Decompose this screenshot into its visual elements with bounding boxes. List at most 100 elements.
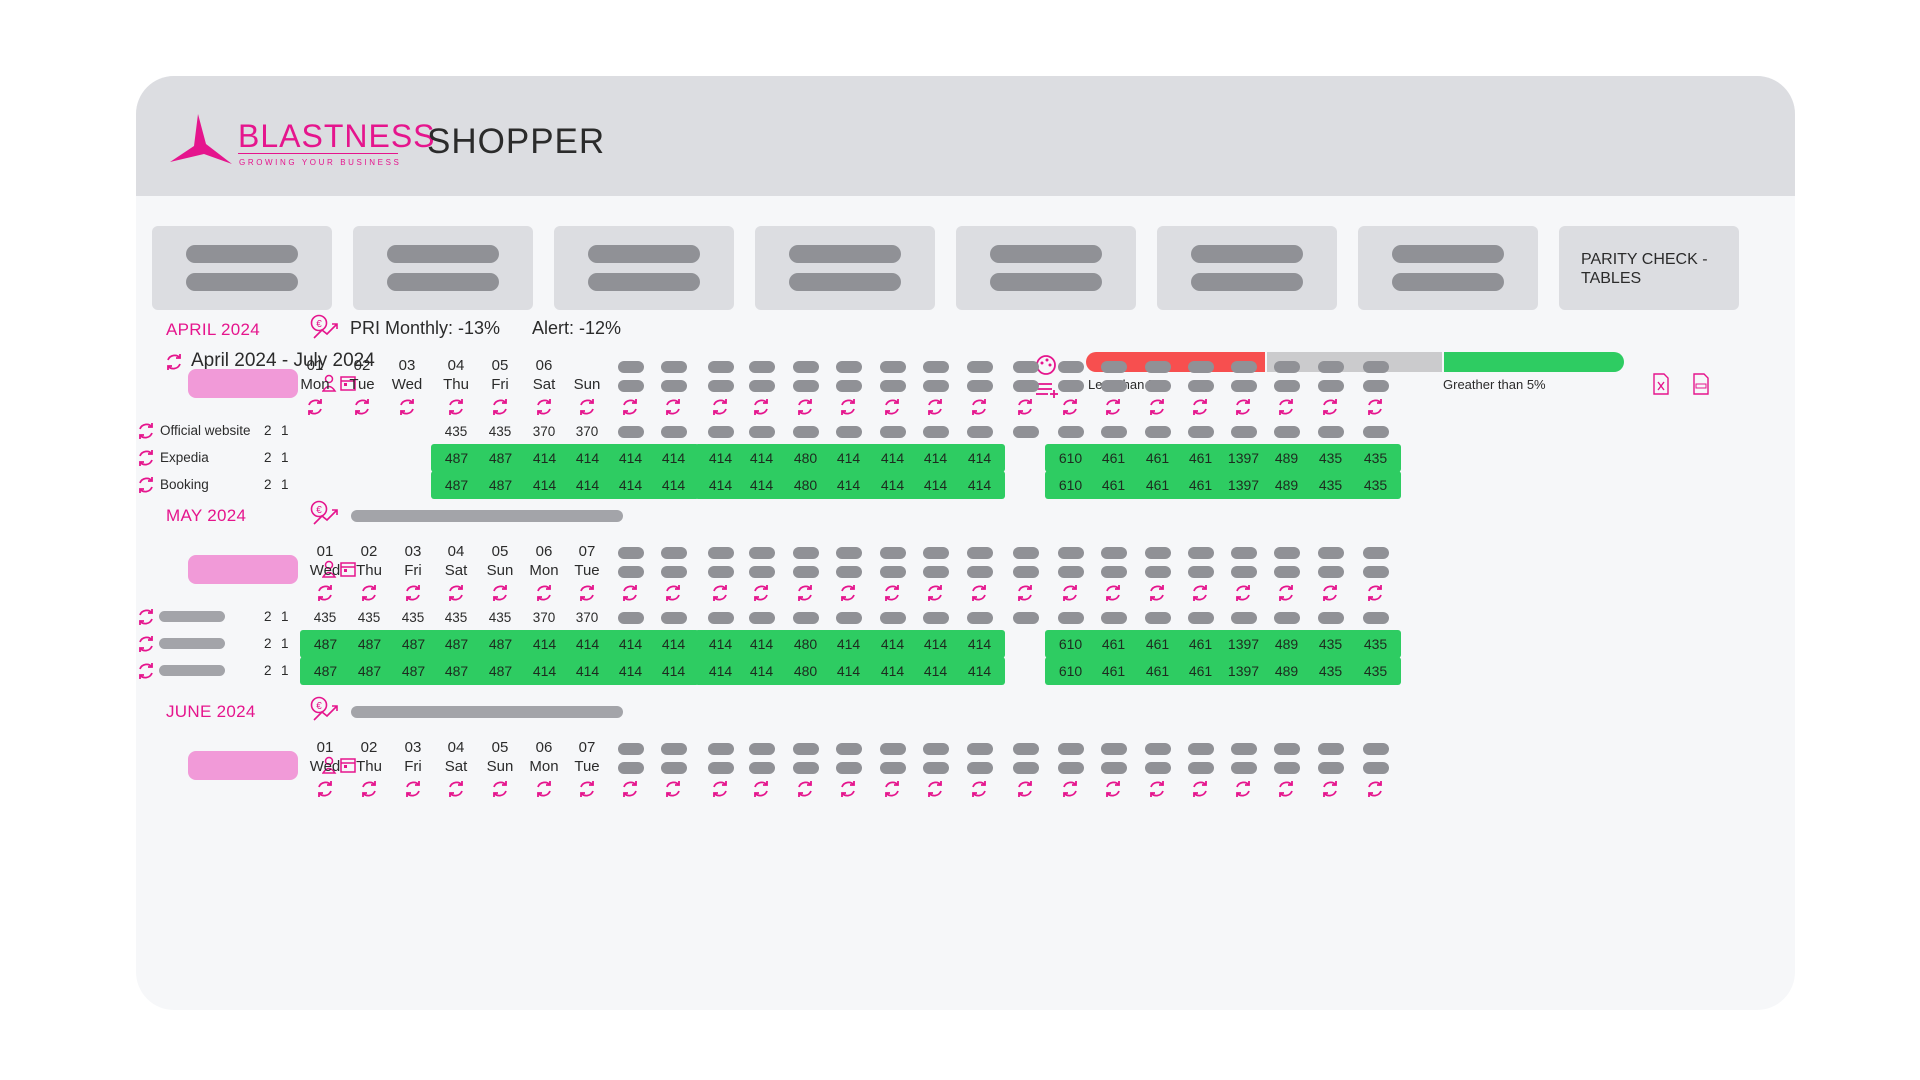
euro-trend-icon[interactable]: € bbox=[310, 314, 340, 340]
rate-cell[interactable]: 480 bbox=[780, 657, 831, 685]
rate-cell[interactable]: 461 bbox=[1175, 471, 1226, 499]
rate-cell[interactable]: 487 bbox=[300, 630, 351, 658]
day-refresh-icon[interactable] bbox=[1233, 583, 1253, 603]
day-refresh-icon[interactable] bbox=[838, 779, 858, 799]
day-refresh-icon[interactable] bbox=[1103, 583, 1123, 603]
day-refresh-icon[interactable] bbox=[352, 397, 372, 417]
rate-cell[interactable]: 435 bbox=[1350, 657, 1401, 685]
rate-cell[interactable]: 414 bbox=[867, 657, 918, 685]
day-refresh-icon[interactable] bbox=[795, 397, 815, 417]
ota-refresh-icon[interactable] bbox=[136, 421, 156, 441]
day-refresh-icon[interactable] bbox=[620, 397, 640, 417]
day-refresh-icon[interactable] bbox=[795, 583, 815, 603]
rate-cell[interactable]: 461 bbox=[1088, 630, 1139, 658]
day-refresh-icon[interactable] bbox=[969, 397, 989, 417]
day-refresh-icon[interactable] bbox=[1233, 397, 1253, 417]
rate-cell[interactable]: 414 bbox=[736, 471, 787, 499]
day-refresh-icon[interactable] bbox=[1015, 779, 1035, 799]
rate-cell[interactable]: 414 bbox=[648, 630, 699, 658]
day-refresh-icon[interactable] bbox=[1365, 583, 1385, 603]
day-refresh-icon[interactable] bbox=[710, 397, 730, 417]
day-refresh-icon[interactable] bbox=[925, 583, 945, 603]
day-refresh-icon[interactable] bbox=[663, 779, 683, 799]
day-refresh-icon[interactable] bbox=[1015, 583, 1035, 603]
day-refresh-icon[interactable] bbox=[663, 583, 683, 603]
day-refresh-icon[interactable] bbox=[969, 779, 989, 799]
tab-parity-check-tables[interactable]: PARITY CHECK - TABLES bbox=[1559, 226, 1739, 310]
rate-cell[interactable]: 610 bbox=[1045, 471, 1096, 499]
day-refresh-icon[interactable] bbox=[403, 583, 423, 603]
user-calendar-icon[interactable] bbox=[322, 756, 358, 774]
room-filter-pill[interactable] bbox=[188, 555, 298, 584]
day-refresh-icon[interactable] bbox=[1147, 779, 1167, 799]
rate-cell[interactable]: 414 bbox=[954, 444, 1005, 472]
tab-1[interactable] bbox=[152, 226, 332, 310]
rate-cell[interactable]: 435 bbox=[1305, 471, 1356, 499]
day-refresh-icon[interactable] bbox=[1365, 779, 1385, 799]
day-refresh-icon[interactable] bbox=[882, 779, 902, 799]
palette-icon[interactable] bbox=[1034, 354, 1060, 400]
rate-cell[interactable]: 1397 bbox=[1218, 444, 1269, 472]
rate-cell[interactable]: 489 bbox=[1261, 471, 1312, 499]
day-refresh-icon[interactable] bbox=[1190, 397, 1210, 417]
day-refresh-icon[interactable] bbox=[751, 397, 771, 417]
rate-cell[interactable]: 414 bbox=[954, 657, 1005, 685]
rate-cell[interactable]: 435 bbox=[1305, 630, 1356, 658]
tab-3[interactable] bbox=[554, 226, 734, 310]
rate-cell[interactable]: 414 bbox=[562, 444, 613, 472]
tab-7[interactable] bbox=[1358, 226, 1538, 310]
day-refresh-icon[interactable] bbox=[620, 583, 640, 603]
day-refresh-icon[interactable] bbox=[1060, 779, 1080, 799]
rate-cell[interactable]: 414 bbox=[519, 630, 570, 658]
day-refresh-icon[interactable] bbox=[969, 583, 989, 603]
day-refresh-icon[interactable] bbox=[925, 779, 945, 799]
user-calendar-icon[interactable] bbox=[322, 560, 358, 578]
day-refresh-icon[interactable] bbox=[305, 397, 325, 417]
rate-cell[interactable]: 414 bbox=[736, 444, 787, 472]
rate-cell[interactable]: 414 bbox=[519, 471, 570, 499]
day-refresh-icon[interactable] bbox=[1060, 583, 1080, 603]
room-filter-pill[interactable] bbox=[188, 751, 298, 780]
day-refresh-icon[interactable] bbox=[534, 397, 554, 417]
day-refresh-icon[interactable] bbox=[1015, 397, 1035, 417]
day-refresh-icon[interactable] bbox=[1190, 779, 1210, 799]
day-refresh-icon[interactable] bbox=[710, 583, 730, 603]
rate-cell[interactable]: 489 bbox=[1261, 630, 1312, 658]
day-refresh-icon[interactable] bbox=[446, 779, 466, 799]
ota-refresh-icon[interactable] bbox=[136, 607, 156, 627]
day-refresh-icon[interactable] bbox=[1147, 583, 1167, 603]
day-refresh-icon[interactable] bbox=[446, 397, 466, 417]
tab-2[interactable] bbox=[353, 226, 533, 310]
rate-cell[interactable]: 1397 bbox=[1218, 657, 1269, 685]
day-refresh-icon[interactable] bbox=[1276, 583, 1296, 603]
rate-cell[interactable]: 487 bbox=[475, 471, 526, 499]
day-refresh-icon[interactable] bbox=[751, 583, 771, 603]
refresh-icon[interactable] bbox=[164, 352, 184, 372]
day-refresh-icon[interactable] bbox=[1190, 583, 1210, 603]
day-refresh-icon[interactable] bbox=[1276, 779, 1296, 799]
rate-cell[interactable]: 414 bbox=[823, 657, 874, 685]
tab-6[interactable] bbox=[1157, 226, 1337, 310]
day-refresh-icon[interactable] bbox=[403, 779, 423, 799]
day-refresh-icon[interactable] bbox=[490, 583, 510, 603]
euro-trend-icon[interactable]: € bbox=[310, 696, 340, 722]
day-refresh-icon[interactable] bbox=[577, 583, 597, 603]
rate-cell[interactable]: 414 bbox=[910, 630, 961, 658]
rate-cell[interactable]: 414 bbox=[562, 657, 613, 685]
day-refresh-icon[interactable] bbox=[359, 583, 379, 603]
user-calendar-icon[interactable] bbox=[322, 374, 358, 392]
rate-cell[interactable]: 461 bbox=[1088, 471, 1139, 499]
day-refresh-icon[interactable] bbox=[315, 779, 335, 799]
rate-cell[interactable]: 487 bbox=[344, 630, 395, 658]
room-filter-pill[interactable] bbox=[188, 369, 298, 398]
rate-cell[interactable]: 414 bbox=[823, 444, 874, 472]
ota-refresh-icon[interactable] bbox=[136, 661, 156, 681]
rate-cell[interactable]: 489 bbox=[1261, 444, 1312, 472]
day-refresh-icon[interactable] bbox=[882, 583, 902, 603]
rate-cell[interactable]: 480 bbox=[780, 630, 831, 658]
day-refresh-icon[interactable] bbox=[1233, 779, 1253, 799]
ota-refresh-icon[interactable] bbox=[136, 634, 156, 654]
rate-cell[interactable]: 1397 bbox=[1218, 630, 1269, 658]
rate-cell[interactable]: 435 bbox=[1305, 657, 1356, 685]
day-refresh-icon[interactable] bbox=[577, 779, 597, 799]
